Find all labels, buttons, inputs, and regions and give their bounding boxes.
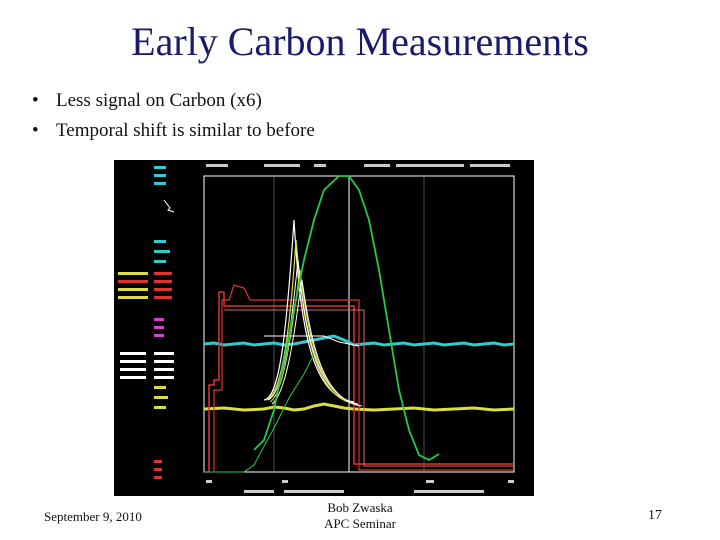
footer-presenter: Bob Zwaska APC Seminar: [300, 500, 420, 532]
yellow-trace: [203, 402, 515, 412]
bullet-item: • Temporal shift is similar to before: [32, 116, 315, 146]
green-trace: [253, 175, 440, 462]
presenter-name: Bob Zwaska: [327, 500, 393, 515]
bullet-glyph: •: [32, 120, 39, 141]
green-trace: [204, 353, 315, 473]
oscilloscope-trace-image: [118, 164, 515, 493]
red-gate-trace: [204, 291, 514, 473]
page-number: 17: [648, 508, 662, 523]
red-gate-trace: [213, 284, 514, 472]
footer-date: September 9, 2010: [44, 509, 142, 524]
bullet-item: • Less signal on Carbon (x6): [32, 86, 315, 116]
footer-text-noise: [206, 480, 514, 493]
bullet-text: Temporal shift is similar to before: [56, 120, 315, 141]
bullet-list: • Less signal on Carbon (x6) • Temporal sh…: [32, 86, 315, 146]
oscilloscope-screenshot: [114, 160, 534, 496]
channel-label-noise: [118, 166, 174, 479]
event-name: APC Seminar: [324, 516, 396, 531]
slide-title: Early Carbon Measurements: [131, 19, 589, 64]
header-text-noise: [206, 164, 510, 167]
red-gate-trace: [224, 309, 514, 467]
bullet-text: Less signal on Carbon (x6): [56, 90, 262, 111]
cursor-icon: [163, 199, 175, 213]
bullet-glyph: •: [32, 90, 39, 111]
pulse-traces: [263, 219, 363, 407]
